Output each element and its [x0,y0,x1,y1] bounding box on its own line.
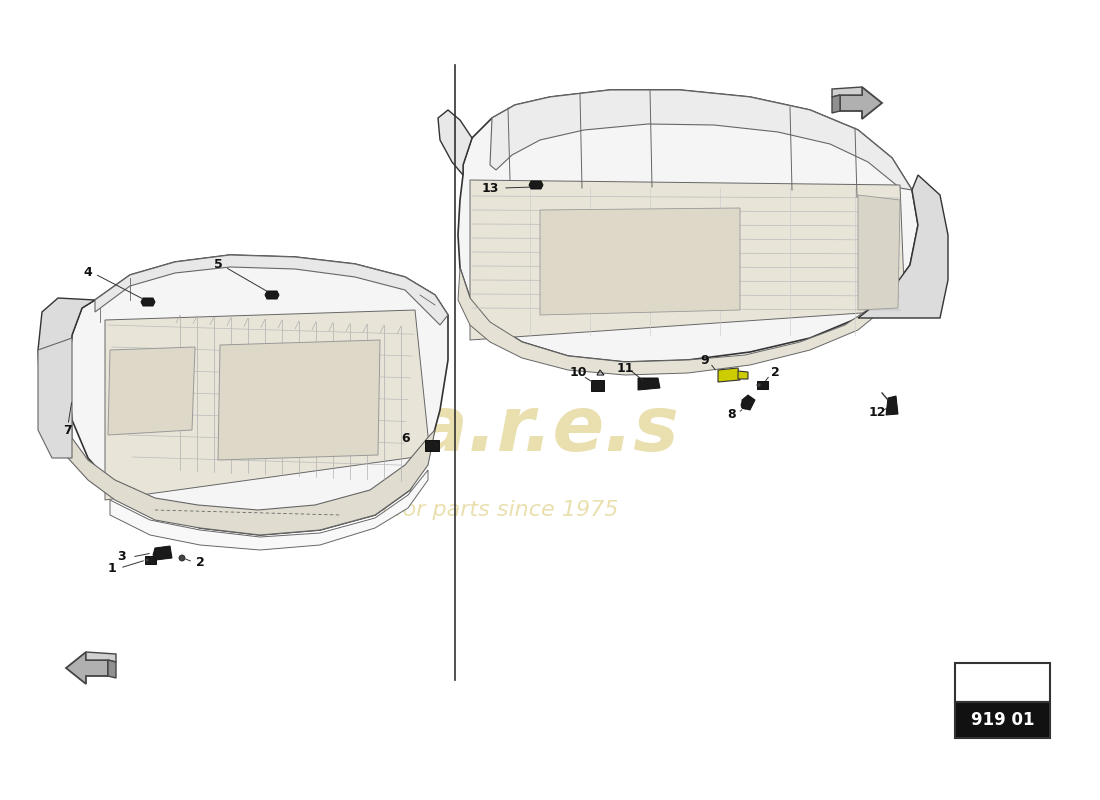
Polygon shape [68,255,448,535]
Polygon shape [153,546,172,560]
Polygon shape [108,660,115,678]
Polygon shape [66,652,108,684]
Polygon shape [425,439,439,450]
Text: 7: 7 [64,423,73,437]
Polygon shape [470,180,905,340]
Text: 919 01: 919 01 [970,711,1034,729]
Polygon shape [738,371,748,379]
Text: 1: 1 [108,562,117,574]
Text: 9: 9 [701,354,710,366]
Polygon shape [858,195,900,310]
Polygon shape [458,90,918,362]
Polygon shape [757,381,768,389]
Text: 5: 5 [213,258,222,271]
Polygon shape [490,90,912,190]
Polygon shape [110,470,428,550]
Polygon shape [742,395,755,410]
Polygon shape [141,298,155,306]
Polygon shape [858,175,948,318]
Polygon shape [218,340,380,460]
Polygon shape [108,347,195,435]
Text: 4: 4 [84,266,92,278]
Polygon shape [39,338,72,458]
Polygon shape [638,378,660,390]
Text: 3: 3 [118,550,127,563]
Text: 10: 10 [570,366,586,379]
Polygon shape [832,87,862,97]
Polygon shape [104,310,430,500]
Text: 12: 12 [868,406,886,418]
Circle shape [145,558,149,562]
Polygon shape [955,663,1050,702]
Polygon shape [39,298,95,458]
Text: 8: 8 [728,409,736,422]
Circle shape [179,555,185,561]
Polygon shape [955,702,1050,738]
Text: a passion for parts since 1975: a passion for parts since 1975 [282,500,618,520]
Text: 2: 2 [771,366,780,379]
Polygon shape [265,291,279,299]
Polygon shape [540,208,740,315]
Polygon shape [458,268,880,375]
Polygon shape [86,652,116,662]
Polygon shape [718,368,740,382]
Polygon shape [832,95,840,113]
Polygon shape [591,379,604,390]
Circle shape [757,383,761,387]
Polygon shape [438,110,472,175]
Circle shape [741,401,749,409]
Text: 13: 13 [482,182,498,194]
Polygon shape [68,420,434,535]
Polygon shape [840,87,882,119]
Text: 2: 2 [196,555,205,569]
Polygon shape [144,556,155,564]
Text: eu.spa.r.e.s: eu.spa.r.e.s [182,393,679,467]
Text: 11: 11 [616,362,634,374]
Polygon shape [529,181,543,189]
Polygon shape [886,396,898,415]
Polygon shape [95,255,448,325]
Text: 6: 6 [402,431,410,445]
